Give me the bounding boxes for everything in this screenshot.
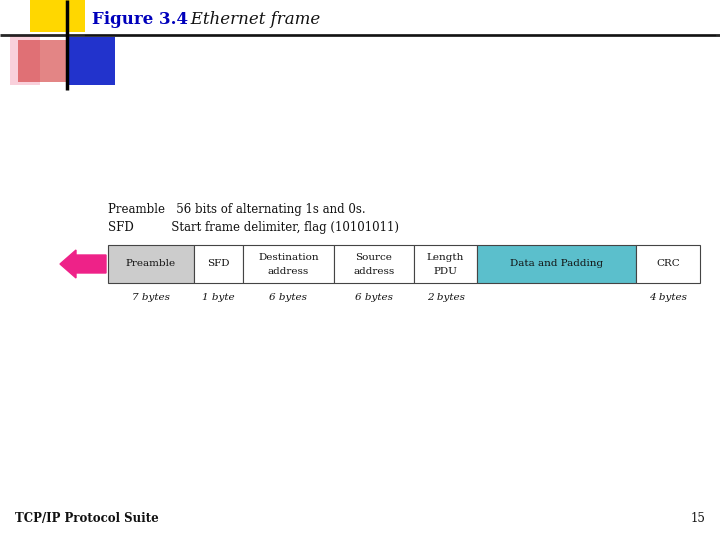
Bar bbox=[194, 245, 243, 283]
Bar bbox=[10, 35, 40, 85]
Bar bbox=[30, 0, 85, 32]
Text: PDU: PDU bbox=[433, 267, 457, 275]
Text: Ethernet frame: Ethernet frame bbox=[175, 11, 320, 29]
Text: address: address bbox=[354, 267, 395, 275]
FancyArrow shape bbox=[60, 250, 106, 278]
Text: SFD          Start frame delimiter, flag (10101011): SFD Start frame delimiter, flag (1010101… bbox=[108, 220, 399, 233]
Text: TCP/IP Protocol Suite: TCP/IP Protocol Suite bbox=[15, 512, 158, 525]
Text: Data and Padding: Data and Padding bbox=[510, 260, 603, 268]
Text: SFD: SFD bbox=[207, 260, 230, 268]
Bar bbox=[477, 245, 636, 283]
Text: Source: Source bbox=[356, 253, 392, 261]
Bar bbox=[243, 245, 334, 283]
Text: Preamble   56 bits of alternating 1s and 0s.: Preamble 56 bits of alternating 1s and 0… bbox=[108, 204, 366, 217]
Bar bbox=[108, 245, 194, 283]
Bar bbox=[636, 245, 700, 283]
Text: Figure 3.4: Figure 3.4 bbox=[92, 11, 188, 29]
Text: 15: 15 bbox=[690, 512, 705, 525]
Bar bbox=[414, 245, 477, 283]
Text: address: address bbox=[268, 267, 309, 275]
Text: Length: Length bbox=[427, 253, 464, 261]
Text: 1 byte: 1 byte bbox=[202, 293, 235, 301]
Text: 6 bytes: 6 bytes bbox=[355, 293, 393, 301]
Text: 2 bytes: 2 bytes bbox=[426, 293, 464, 301]
Bar bbox=[334, 245, 414, 283]
Text: 4 bytes: 4 bytes bbox=[649, 293, 687, 301]
Text: Preamble: Preamble bbox=[126, 260, 176, 268]
Text: CRC: CRC bbox=[657, 260, 680, 268]
Bar bbox=[67, 37, 115, 85]
Text: Destination: Destination bbox=[258, 253, 319, 261]
Text: 6 bytes: 6 bytes bbox=[269, 293, 307, 301]
Text: 7 bytes: 7 bytes bbox=[132, 293, 170, 301]
Bar bbox=[18, 40, 73, 82]
